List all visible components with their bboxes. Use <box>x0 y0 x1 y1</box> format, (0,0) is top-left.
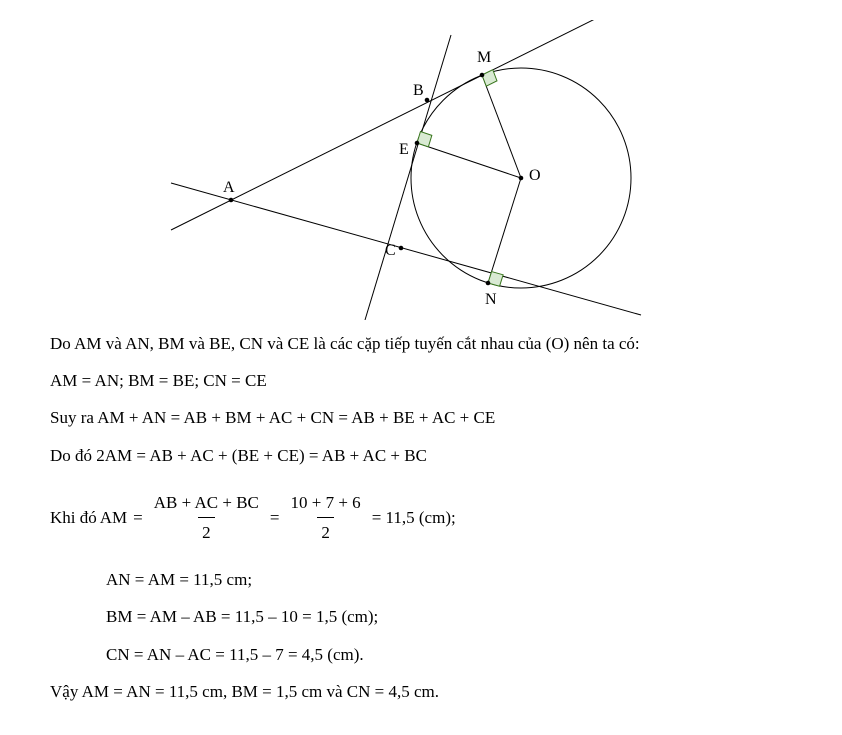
svg-text:B: B <box>413 82 424 99</box>
l5-frac2: 10 + 7 + 6 2 <box>287 489 365 546</box>
l5-frac2-num: 10 + 7 + 6 <box>287 489 365 517</box>
proof-line-4: Do đó 2AM = AB + AC + (BE + CE) = AB + A… <box>50 442 792 469</box>
l5-frac1-num: AB + AC + BC <box>150 489 263 517</box>
l5-lhs: AM <box>100 504 127 531</box>
proof-line-1: Do AM và AN, BM và BE, CN và CE là các c… <box>50 330 792 357</box>
l5-tail: = 11,5 (cm); <box>372 504 456 531</box>
svg-text:E: E <box>399 141 409 158</box>
svg-text:A: A <box>223 179 235 196</box>
l5-frac1: AB + AC + BC 2 <box>150 489 263 546</box>
svg-text:M: M <box>477 49 491 66</box>
l5-pre: Khi đó <box>50 504 97 531</box>
geometry-diagram: A B M E O C N <box>141 20 701 320</box>
proof-line-6: AN = AM = 11,5 cm; <box>106 566 792 593</box>
l5-frac2-den: 2 <box>317 517 334 546</box>
svg-text:O: O <box>529 167 541 184</box>
proof-line-3: Suy ra AM + AN = AB + BM + AC + CN = AB … <box>50 404 792 431</box>
l5-eq1: = <box>133 504 143 531</box>
svg-text:N: N <box>485 291 497 308</box>
svg-text:C: C <box>385 242 396 259</box>
proof-line-7: BM = AM – AB = 11,5 – 10 = 1,5 (cm); <box>106 603 792 630</box>
proof-line-8: CN = AN – AC = 11,5 – 7 = 4,5 (cm). <box>106 641 792 668</box>
proof-line-2: AM = AN; BM = BE; CN = CE <box>50 367 792 394</box>
l5-eq2: = <box>270 504 280 531</box>
proof-line-5: Khi đó AM = AB + AC + BC 2 = 10 + 7 + 6 … <box>50 489 459 546</box>
proof-line-9: Vậy AM = AN = 11,5 cm, BM = 1,5 cm và CN… <box>50 678 792 705</box>
l5-frac1-den: 2 <box>198 517 215 546</box>
